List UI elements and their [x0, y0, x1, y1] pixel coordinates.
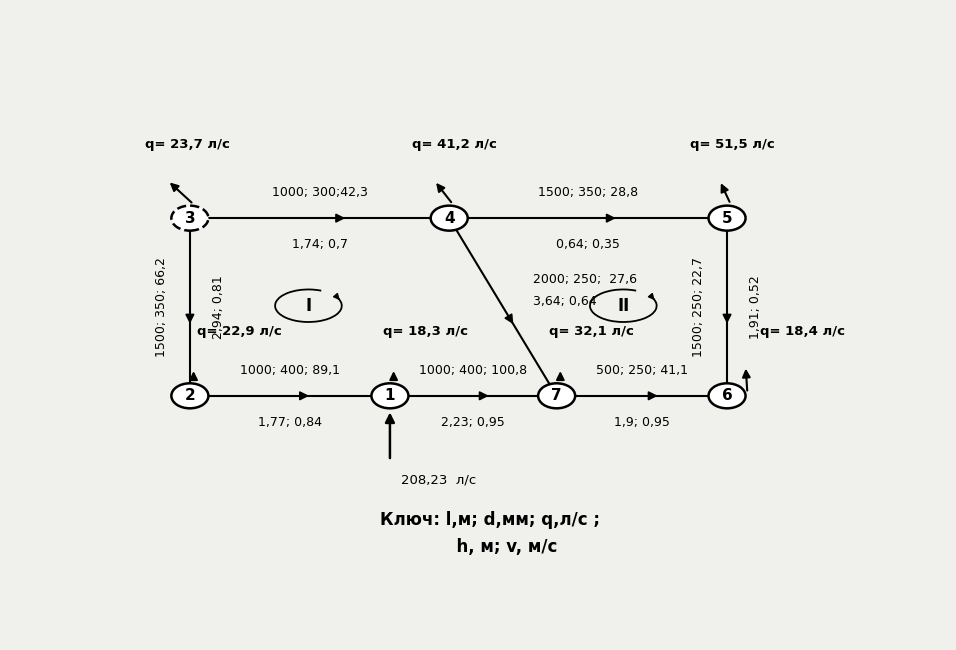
Text: 1500; 250; 22,7: 1500; 250; 22,7 — [692, 257, 706, 357]
Circle shape — [371, 384, 408, 408]
Text: q= 51,5 л/с: q= 51,5 л/с — [690, 138, 774, 151]
Circle shape — [171, 384, 208, 408]
Text: 1500; 350; 28,8: 1500; 350; 28,8 — [538, 186, 639, 199]
Text: 3,64; 0,64: 3,64; 0,64 — [532, 296, 597, 309]
Text: II: II — [618, 297, 629, 315]
Text: q= 41,2 л/с: q= 41,2 л/с — [412, 138, 497, 151]
Text: I: I — [305, 297, 312, 315]
Text: 1,91; 0,52: 1,91; 0,52 — [749, 275, 762, 339]
Text: 1000; 400; 89,1: 1000; 400; 89,1 — [240, 364, 340, 377]
Text: 1,9; 0,95: 1,9; 0,95 — [614, 416, 670, 429]
Text: q= 18,4 л/с: q= 18,4 л/с — [760, 325, 845, 338]
Text: 1000; 300;42,3: 1000; 300;42,3 — [272, 186, 367, 199]
Circle shape — [708, 205, 746, 231]
Circle shape — [430, 205, 467, 231]
Circle shape — [708, 384, 746, 408]
Text: 500; 250; 41,1: 500; 250; 41,1 — [596, 364, 687, 377]
Text: 2,23; 0,95: 2,23; 0,95 — [442, 416, 505, 429]
Text: q= 22,9 л/с: q= 22,9 л/с — [197, 325, 282, 338]
Text: 1,74; 0,7: 1,74; 0,7 — [292, 238, 348, 251]
Circle shape — [538, 384, 576, 408]
Text: 4: 4 — [444, 211, 454, 226]
Text: 2: 2 — [185, 388, 195, 403]
Text: 2000; 250;  27,6: 2000; 250; 27,6 — [532, 273, 637, 286]
Text: 1500; 350; 66,2: 1500; 350; 66,2 — [155, 257, 168, 357]
Text: 1,77; 0,84: 1,77; 0,84 — [258, 416, 322, 429]
Text: Ключ: l,м; d,мм; q,л/с ;
      h, м; v, м/с: Ключ: l,м; d,мм; q,л/с ; h, м; v, м/с — [380, 512, 600, 556]
Text: q= 18,3 л/с: q= 18,3 л/с — [382, 325, 467, 338]
Text: 208,23  л/с: 208,23 л/с — [401, 473, 476, 486]
Text: q= 23,7 л/с: q= 23,7 л/с — [145, 138, 230, 151]
Text: 7: 7 — [552, 388, 562, 403]
Text: 0,64; 0,35: 0,64; 0,35 — [556, 238, 620, 251]
Text: 2,94; 0,81: 2,94; 0,81 — [211, 275, 225, 339]
Text: 1000; 400; 100,8: 1000; 400; 100,8 — [420, 364, 528, 377]
Circle shape — [171, 205, 208, 231]
Text: 1: 1 — [384, 388, 395, 403]
Text: q= 32,1 л/с: q= 32,1 л/с — [549, 325, 634, 338]
Text: 6: 6 — [722, 388, 732, 403]
Text: 5: 5 — [722, 211, 732, 226]
Text: 3: 3 — [185, 211, 195, 226]
